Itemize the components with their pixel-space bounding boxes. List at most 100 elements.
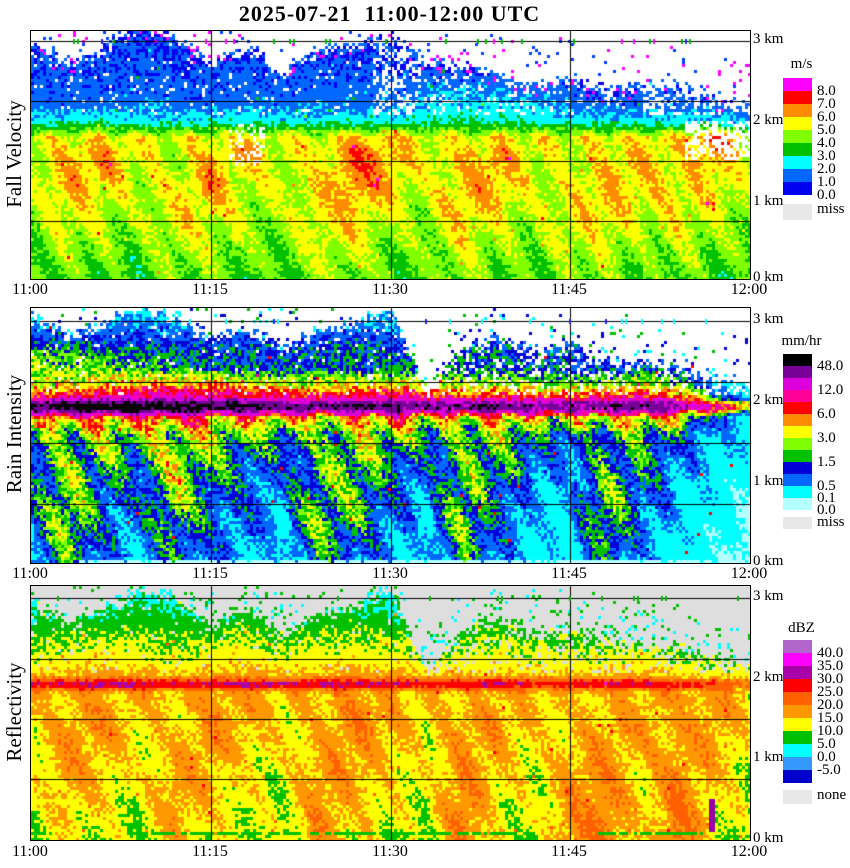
legend-band	[783, 757, 812, 770]
p2-ylab-1km: 1 km	[753, 473, 784, 489]
legend-tick-label: -5.0	[817, 762, 841, 778]
legend-band	[783, 731, 812, 744]
legend-miss-label: miss	[817, 201, 845, 217]
p2-xtick-1100: 11:00	[12, 565, 48, 582]
legend-tick-label: 2.0	[817, 161, 836, 177]
legend-tick-label: 35.0	[817, 658, 844, 674]
p3-ylab-3km: 3 km	[753, 588, 784, 604]
p3-xtick-1100: 11:00	[12, 843, 48, 860]
p1-ylab-3km: 3 km	[753, 31, 784, 47]
legend-tick-label: 6.0	[817, 406, 836, 422]
legend-title-mm-hr: mm/hr	[781, 333, 822, 349]
legend-band	[783, 474, 812, 486]
p3-xtick-1200: 12:00	[730, 843, 768, 860]
legend-title-m-s: m/s	[790, 56, 813, 72]
legend-band	[783, 438, 812, 450]
legend-tick-label: 4.0	[817, 135, 836, 151]
legend-tick-label: 40.0	[817, 645, 844, 661]
fall-velocity-axis-label: Fall Velocity	[2, 100, 26, 208]
legend-miss-band	[783, 517, 812, 529]
legend-tick-label: 8.0	[817, 83, 836, 99]
legend-tick-label: 0.0	[817, 749, 836, 765]
legend-band	[783, 692, 812, 705]
legend-tick-label: 15.0	[817, 710, 844, 726]
p1-xtick-1200: 12:00	[730, 281, 768, 298]
legend-band	[783, 104, 812, 117]
p3-ylab-2km: 2 km	[753, 669, 784, 685]
p1-ylab-0km: 0 km	[753, 269, 784, 285]
legend-band	[783, 640, 812, 653]
legend-band	[783, 414, 812, 426]
legend-band	[783, 744, 812, 757]
panel-fall-velocity	[30, 30, 751, 280]
legend-tick-label: 3.0	[817, 148, 836, 164]
legend-band	[783, 143, 812, 156]
p2-xtick-1145: 11:45	[551, 565, 587, 582]
legend-miss-band	[783, 790, 812, 804]
legend-band	[783, 653, 812, 666]
p1-xtick-1115: 11:15	[192, 281, 228, 298]
p3-ylab-0km: 0 km	[753, 830, 784, 846]
legend-band	[783, 78, 812, 91]
legend-band	[783, 117, 812, 130]
panel-rain-intensity	[30, 307, 751, 564]
legend-tick-label: 1.5	[817, 454, 836, 470]
legend-band	[783, 390, 812, 402]
rain-intensity-axis-label: Rain Intensity	[2, 374, 26, 494]
legend-tick-label: 6.0	[817, 109, 836, 125]
legend-tick-label: 0.5	[817, 478, 836, 494]
legend-tick-label: 30.0	[817, 671, 844, 687]
legend-tick-label: 0.0	[817, 502, 836, 518]
legend-miss-band	[783, 204, 812, 220]
legend-band	[783, 169, 812, 182]
legend-tick-label: 48.0	[817, 358, 844, 374]
p2-ylab-2km: 2 km	[753, 392, 784, 408]
legend-band	[783, 130, 812, 143]
p2-ylab-0km: 0 km	[753, 553, 784, 569]
legend-tick-label: 10.0	[817, 723, 844, 739]
legend-band	[783, 402, 812, 414]
legend-band	[783, 426, 812, 438]
p1-ylab-1km: 1 km	[753, 193, 784, 209]
legend-tick-label: 7.0	[817, 96, 836, 112]
panel-reflectivity	[30, 585, 751, 841]
legend-tick-label: 5.0	[817, 736, 836, 752]
legend-band	[783, 156, 812, 169]
legend-band	[783, 378, 812, 390]
legend-tick-label: 25.0	[817, 684, 844, 700]
p1-ylab-2km: 2 km	[753, 112, 784, 128]
legend-miss-label: miss	[817, 514, 845, 530]
legend-band	[783, 679, 812, 692]
legend-band	[783, 718, 812, 731]
legend-band	[783, 462, 812, 474]
p1-xtick-1145: 11:45	[551, 281, 587, 298]
legend-band	[783, 486, 812, 498]
p1-xtick-1100: 11:00	[12, 281, 48, 298]
legend-tick-label: 0.1	[817, 490, 836, 506]
legend-tick-label: 0.0	[817, 187, 836, 203]
p2-xtick-1200: 12:00	[730, 565, 768, 582]
p3-xtick-1145: 11:45	[551, 843, 587, 860]
legend-tick-label: 3.0	[817, 430, 836, 446]
rain-intensity-heatmap	[31, 308, 750, 563]
p3-xtick-1115: 11:15	[192, 843, 228, 860]
legend-tick-label: 1.0	[817, 174, 836, 190]
reflectivity-heatmap	[31, 586, 750, 840]
p3-xtick-1130: 11:30	[372, 843, 408, 860]
legend-miss-label: none	[817, 787, 847, 803]
legend-band	[783, 366, 812, 378]
legend-tick-label: 12.0	[817, 382, 844, 398]
legend-band	[783, 182, 812, 195]
reflectivity-axis-label: Reflectivity	[2, 662, 26, 762]
legend-tick-label: 20.0	[817, 697, 844, 713]
legend-band	[783, 498, 812, 510]
legend-band	[783, 666, 812, 679]
fall-velocity-heatmap	[31, 31, 750, 279]
legend-tick-label: 5.0	[817, 122, 836, 138]
p2-ylab-3km: 3 km	[753, 311, 784, 327]
legend-title-dBZ: dBZ	[788, 620, 815, 636]
p3-ylab-1km: 1 km	[753, 749, 784, 765]
legend-band	[783, 354, 812, 366]
legend-band	[783, 91, 812, 104]
